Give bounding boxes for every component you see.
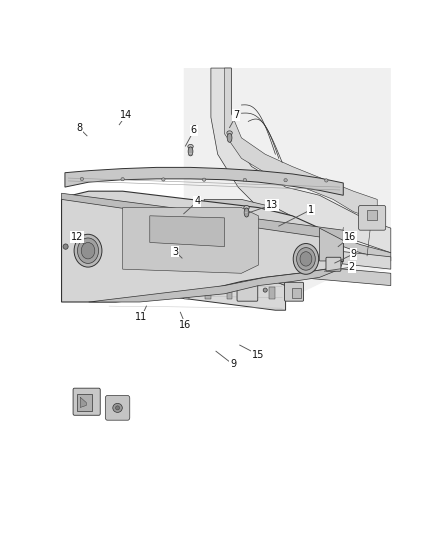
FancyBboxPatch shape — [359, 206, 386, 230]
Bar — [184, 286, 189, 298]
Ellipse shape — [81, 243, 95, 259]
Text: 11: 11 — [135, 312, 148, 322]
Polygon shape — [211, 68, 391, 253]
Polygon shape — [61, 191, 343, 302]
Text: 12: 12 — [71, 232, 83, 242]
Text: 16: 16 — [179, 320, 191, 329]
Polygon shape — [106, 248, 286, 310]
Polygon shape — [88, 245, 106, 298]
Bar — [141, 286, 147, 298]
Ellipse shape — [80, 177, 84, 181]
Polygon shape — [320, 228, 343, 261]
FancyBboxPatch shape — [73, 388, 100, 415]
Ellipse shape — [138, 277, 141, 281]
Polygon shape — [224, 68, 377, 220]
Polygon shape — [150, 216, 224, 247]
FancyBboxPatch shape — [237, 284, 258, 301]
Ellipse shape — [244, 206, 249, 209]
Ellipse shape — [116, 406, 120, 410]
Bar — [248, 287, 253, 299]
Ellipse shape — [202, 178, 206, 181]
Bar — [226, 287, 232, 299]
Ellipse shape — [240, 286, 244, 290]
Text: 13: 13 — [266, 200, 278, 209]
Ellipse shape — [63, 244, 68, 249]
Text: 4: 4 — [194, 197, 200, 206]
Ellipse shape — [243, 179, 247, 182]
Ellipse shape — [284, 179, 287, 182]
FancyBboxPatch shape — [285, 282, 304, 301]
Polygon shape — [106, 248, 286, 286]
FancyBboxPatch shape — [326, 257, 341, 271]
Ellipse shape — [188, 144, 193, 149]
Ellipse shape — [121, 177, 124, 181]
Text: 9: 9 — [350, 249, 357, 259]
Polygon shape — [61, 193, 343, 240]
Text: 15: 15 — [251, 350, 264, 360]
Polygon shape — [88, 261, 343, 302]
Polygon shape — [65, 167, 343, 195]
Ellipse shape — [227, 133, 232, 142]
Bar — [120, 286, 125, 298]
Ellipse shape — [300, 252, 312, 266]
Polygon shape — [123, 207, 258, 273]
Polygon shape — [80, 397, 86, 407]
Ellipse shape — [297, 248, 315, 270]
FancyBboxPatch shape — [105, 395, 130, 420]
FancyBboxPatch shape — [293, 288, 301, 298]
Text: 14: 14 — [120, 110, 132, 120]
Ellipse shape — [325, 179, 328, 182]
Polygon shape — [184, 68, 391, 298]
Ellipse shape — [263, 288, 267, 292]
Ellipse shape — [227, 131, 232, 135]
Ellipse shape — [78, 238, 99, 263]
Text: 2: 2 — [349, 262, 355, 272]
Ellipse shape — [162, 178, 165, 181]
Polygon shape — [204, 257, 391, 286]
Ellipse shape — [205, 283, 209, 287]
Text: 1: 1 — [308, 205, 314, 215]
Text: 9: 9 — [230, 359, 236, 369]
Text: 6: 6 — [191, 125, 197, 135]
Text: 8: 8 — [77, 124, 83, 133]
Ellipse shape — [74, 235, 102, 267]
Text: 16: 16 — [344, 232, 356, 242]
Ellipse shape — [244, 208, 249, 217]
Bar — [269, 287, 275, 300]
Ellipse shape — [188, 147, 193, 156]
Bar — [205, 286, 211, 298]
Ellipse shape — [172, 280, 176, 284]
Polygon shape — [204, 199, 391, 261]
FancyBboxPatch shape — [367, 209, 377, 220]
FancyBboxPatch shape — [77, 394, 92, 411]
Bar — [162, 286, 168, 298]
Text: 3: 3 — [172, 247, 178, 256]
Polygon shape — [204, 236, 391, 269]
Text: 7: 7 — [233, 110, 240, 120]
Ellipse shape — [293, 244, 319, 274]
Ellipse shape — [113, 403, 122, 413]
